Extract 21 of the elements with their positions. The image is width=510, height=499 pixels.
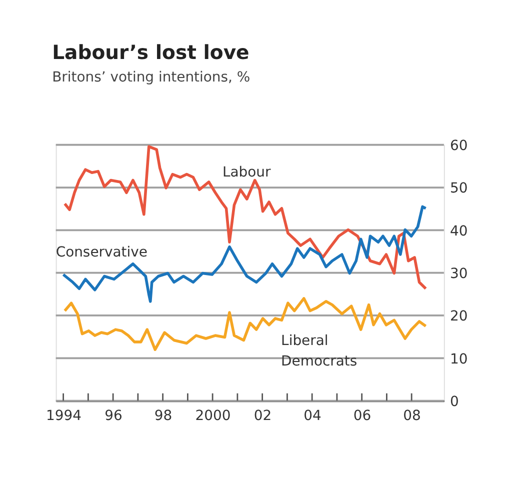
x-tick-label: 04 (304, 408, 322, 424)
y-tick-label: 30 (450, 266, 468, 282)
line-series (63, 297, 428, 351)
y-tick-label: 10 (450, 351, 468, 368)
x-tick-label: 2000 (195, 408, 231, 424)
series-label: Liberal Democrats (281, 332, 358, 370)
x-tick-label: 96 (104, 408, 122, 424)
y-tick-label: 20 (450, 308, 468, 325)
x-tick-label: 98 (154, 408, 172, 424)
x-tick-label: 08 (403, 408, 421, 424)
y-tick-label: 50 (450, 180, 468, 197)
y-tick-label: 40 (450, 223, 468, 240)
series-label: Conservative (56, 244, 148, 261)
chart-subtitle: Britons’ voting intentions, % (52, 70, 250, 86)
x-tick-label: 06 (353, 408, 372, 424)
x-tick-label: 1994 (46, 408, 82, 424)
chart-title: Labour’s lost love (52, 41, 250, 64)
x-tick-label: 02 (254, 408, 272, 424)
series-label: Labour (222, 164, 272, 180)
y-tick-label: 0 (450, 394, 459, 410)
y-tick-label: 60 (450, 138, 468, 154)
